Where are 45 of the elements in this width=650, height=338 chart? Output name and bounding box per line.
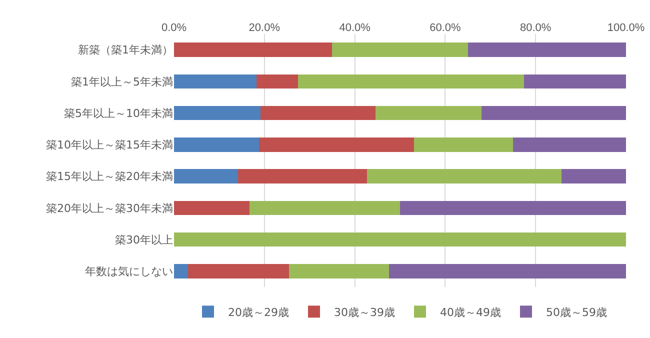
bar (414, 138, 513, 152)
bar (260, 106, 376, 120)
bar (332, 42, 468, 57)
bar (188, 264, 289, 278)
legend-label: 50歳～59歳 (546, 306, 607, 319)
bar (174, 169, 238, 184)
x-tick-label: 60.0% (430, 22, 462, 34)
bar (174, 106, 260, 120)
bar (524, 74, 626, 89)
y-tick-label: 年数は気にしない (85, 265, 173, 278)
bar (174, 232, 626, 247)
legend-label: 20歳～29歳 (228, 306, 289, 319)
bar (400, 200, 626, 216)
bar (288, 264, 390, 278)
y-tick-label: 築20年以上～築30年未満 (46, 202, 173, 215)
x-tick-label: 80.0% (520, 22, 552, 34)
legend-label: 30歳～39歳 (334, 306, 395, 319)
x-tick-label: 0.0% (161, 22, 187, 34)
bar (174, 138, 259, 152)
bar (174, 42, 332, 57)
bar (376, 106, 482, 120)
y-tick-label: 築10年以上～築15年未満 (46, 138, 173, 152)
bar (174, 74, 256, 89)
bar (298, 74, 524, 89)
bar (481, 106, 626, 120)
bar (468, 42, 626, 57)
bar (174, 264, 188, 278)
bar (258, 138, 414, 152)
y-tick-label: 築5年以上～10年未満 (64, 106, 173, 120)
bar (513, 138, 626, 152)
bar (256, 74, 298, 89)
x-tick-label: 20.0% (248, 22, 280, 34)
bar (238, 169, 367, 184)
bar (367, 169, 562, 184)
y-tick-label: 築1年以上～5年未満 (71, 75, 173, 88)
bar (561, 169, 626, 184)
bar (174, 200, 250, 216)
legend-label: 40歳～49歳 (440, 306, 501, 319)
bar (389, 264, 626, 278)
y-tick-label: 新築（築1年未満） (78, 44, 173, 57)
x-tick-label: 40.0% (339, 22, 371, 34)
y-tick-label: 築15年以上～築20年未満 (46, 170, 173, 184)
x-tick-label: 100.0% (607, 22, 645, 34)
bar (249, 200, 400, 216)
y-tick-label: 築30年以上 (115, 233, 173, 246)
